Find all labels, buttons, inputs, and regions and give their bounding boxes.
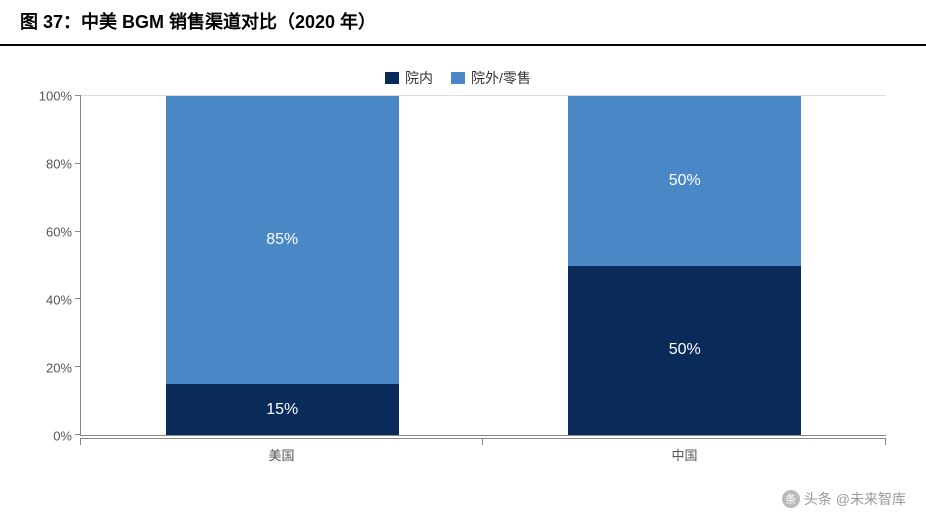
legend: 院内 院外/零售 xyxy=(20,68,896,88)
y-tick-label: 80% xyxy=(46,157,72,172)
bar-slot: 50%50% xyxy=(484,96,887,435)
x-axis: 美国中国 xyxy=(80,438,886,466)
title-bar: 图 37：中美 BGM 销售渠道对比（2020 年） xyxy=(0,0,926,46)
legend-label-retail: 院外/零售 xyxy=(471,68,531,88)
bar-segment: 85% xyxy=(166,96,399,384)
y-tick-label: 60% xyxy=(46,225,72,240)
watermark-icon: 条 xyxy=(782,490,800,508)
watermark-prefix: 头条 xyxy=(804,489,832,509)
y-tick-label: 40% xyxy=(46,293,72,308)
x-tick-mark xyxy=(885,439,886,445)
legend-swatch-retail xyxy=(451,72,465,84)
y-tick-label: 100% xyxy=(39,89,72,104)
stacked-bar: 50%50% xyxy=(568,96,801,435)
bar-segment: 50% xyxy=(568,266,801,436)
legend-item-retail: 院外/零售 xyxy=(451,68,531,88)
legend-label-in-hospital: 院内 xyxy=(405,68,433,88)
bar-segment: 15% xyxy=(166,384,399,435)
watermark: 条 头条 @未来智库 xyxy=(782,489,906,509)
x-tick-label: 美国 xyxy=(80,438,483,466)
legend-item-in-hospital: 院内 xyxy=(385,68,433,88)
bar-slot: 15%85% xyxy=(81,96,484,435)
y-tick-label: 20% xyxy=(46,361,72,376)
chart-area: 院内 院外/零售 15%85% 50%50% 0% 20% 40% 60% 80% 100%… xyxy=(0,46,926,506)
y-axis: 0%20%40%60%80%100% xyxy=(20,96,80,436)
x-tick-mark xyxy=(80,439,81,445)
bars: 15%85% 50%50% xyxy=(81,96,886,435)
stacked-bar: 15%85% xyxy=(166,96,399,435)
watermark-account: @未来智库 xyxy=(836,489,906,509)
plot: 15%85%50%50% 0%20%40%60%80%100% 美国中国 xyxy=(80,96,886,466)
plot-area: 15%85% 50%50% xyxy=(80,96,886,436)
legend-swatch-in-hospital xyxy=(385,72,399,84)
y-tick-label: 0% xyxy=(53,429,72,444)
x-tick-label: 中国 xyxy=(483,438,886,466)
chart-container: 图 37：中美 BGM 销售渠道对比（2020 年） 院内 院外/零售 15%8… xyxy=(0,0,926,515)
bar-segment: 50% xyxy=(568,96,801,266)
chart-title: 图 37：中美 BGM 销售渠道对比（2020 年） xyxy=(20,8,906,34)
